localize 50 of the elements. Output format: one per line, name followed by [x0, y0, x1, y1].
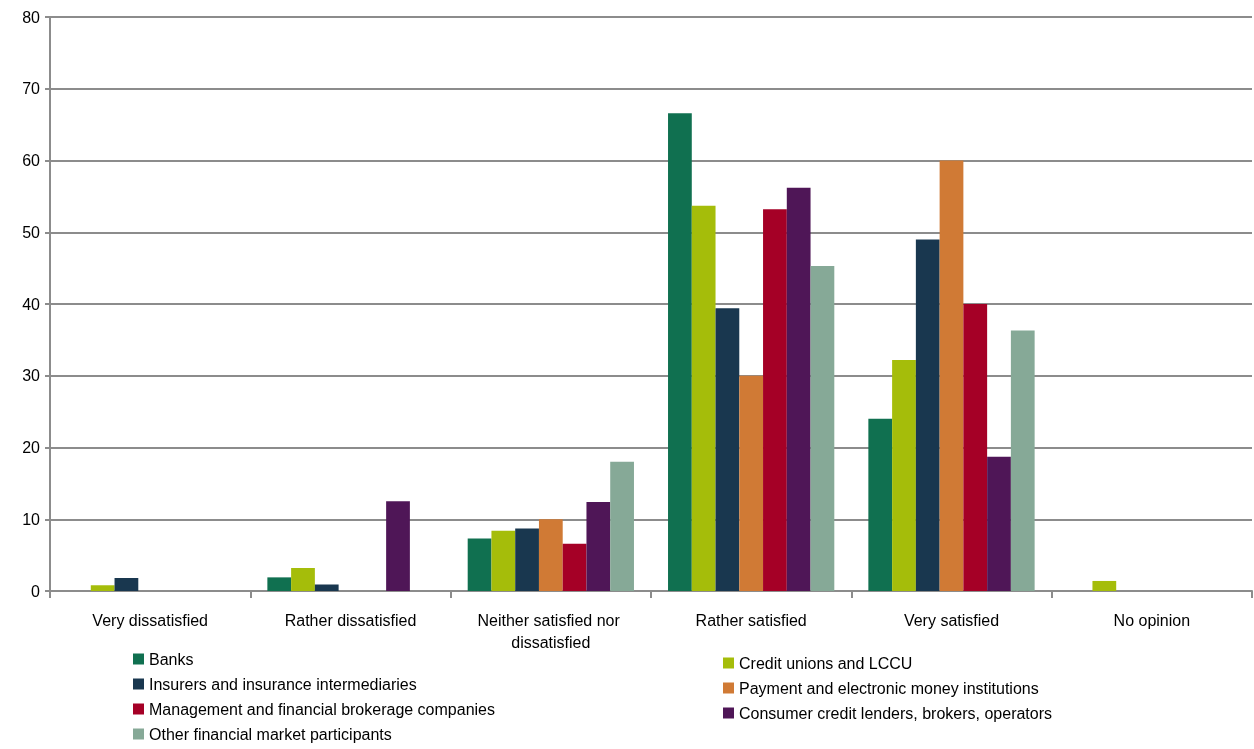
bar [515, 528, 539, 591]
bar [467, 538, 492, 591]
legend-label: Banks [149, 650, 194, 668]
bar [668, 113, 692, 591]
bar [267, 577, 292, 591]
legend-label: Payment and electronic money institutions [739, 679, 1039, 697]
y-tick-label: 40 [22, 295, 41, 313]
x-tick-label: Very dissatisfied [92, 611, 208, 629]
bar [538, 519, 563, 591]
bar [715, 308, 740, 591]
bar [562, 543, 587, 591]
y-tick-label: 30 [22, 367, 41, 385]
bar [868, 418, 893, 591]
bar [610, 461, 634, 591]
bar [892, 359, 916, 591]
y-tick-label: 60 [22, 152, 41, 169]
bar [939, 160, 964, 591]
bar [915, 239, 940, 591]
bar [314, 584, 339, 591]
y-tick-label: 70 [22, 80, 41, 98]
bar [963, 304, 988, 591]
legend-label: Insurers and insurance intermediaries [149, 675, 417, 693]
bar [291, 568, 315, 591]
bar [1010, 330, 1035, 591]
bar [1092, 580, 1117, 591]
y-tick-label: 0 [31, 582, 41, 600]
bar [763, 209, 787, 591]
bar [386, 501, 410, 591]
x-tick-label: Neither satisfied nor dissatisfied [477, 611, 625, 651]
x-tick-label: No opinion [1113, 611, 1191, 629]
legend-label: Consumer credit lenders, brokers, operators [739, 704, 1053, 722]
bar [739, 375, 764, 591]
x-tick-label: Very satisfied [903, 611, 1000, 629]
bar [114, 578, 139, 591]
legend-label: Other financial market participants [149, 725, 392, 743]
bar [810, 265, 835, 591]
bar [491, 530, 516, 591]
bar [691, 205, 716, 591]
legend-label: Management and financial brokerage companies [149, 700, 495, 718]
bar [786, 187, 811, 591]
y-tick-label: 20 [22, 439, 41, 456]
x-tick-label: Rather satisfied [695, 611, 807, 629]
y-tick-label: 10 [22, 510, 41, 528]
y-tick-label: 50 [22, 223, 41, 241]
legend-label: Credit unions and LCCU [739, 654, 913, 672]
bar [987, 456, 1011, 591]
y-tick-label: 80 [22, 8, 41, 26]
bar [586, 502, 611, 591]
bar [90, 585, 115, 591]
x-tick-label: Rather dissatisfied [284, 611, 417, 629]
